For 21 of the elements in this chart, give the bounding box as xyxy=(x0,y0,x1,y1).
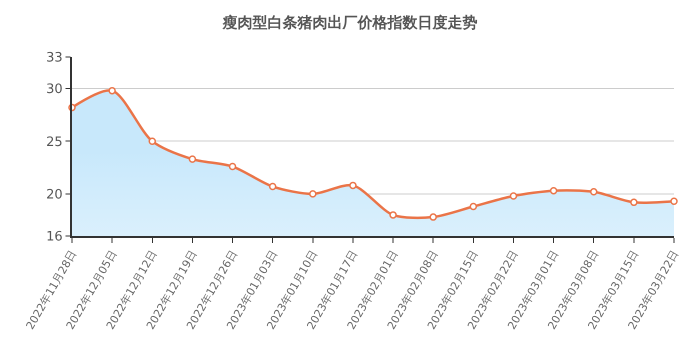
point xyxy=(630,198,638,206)
point xyxy=(108,86,116,94)
y-tick-label: 16 xyxy=(46,230,63,245)
point xyxy=(188,155,196,163)
y-tick-label: 25 xyxy=(46,134,63,150)
point xyxy=(309,190,317,198)
point xyxy=(148,137,156,145)
point xyxy=(268,182,276,190)
point xyxy=(470,202,478,210)
point xyxy=(590,188,598,196)
point xyxy=(389,211,397,219)
point xyxy=(550,186,558,194)
point xyxy=(228,162,236,170)
point xyxy=(670,198,678,205)
point xyxy=(429,213,437,221)
point xyxy=(510,192,518,200)
y-tick-label: 33 xyxy=(46,50,63,66)
chart-title: 瘦肉型白条猪肉出厂价格指数日度走势 xyxy=(222,14,478,32)
y-tick-label: 20 xyxy=(46,187,63,202)
point xyxy=(349,182,357,190)
y-tick-label: 30 xyxy=(46,82,63,98)
